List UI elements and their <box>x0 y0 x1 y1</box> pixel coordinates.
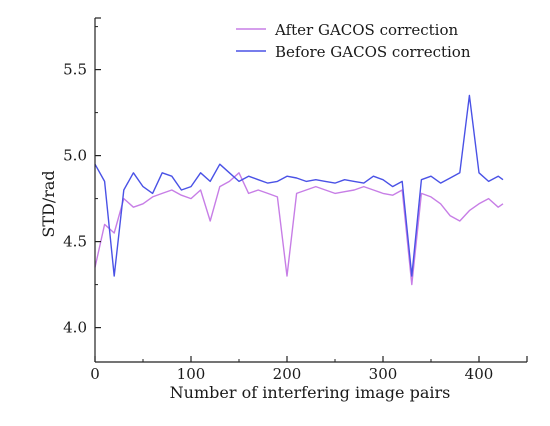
y-tick-label: 4.5 <box>63 233 87 251</box>
legend-label-after: After GACOS correction <box>274 21 459 39</box>
x-ticks: 0 100 200 300 400 <box>90 356 493 383</box>
legend: After GACOS correction Before GACOS corr… <box>236 21 471 61</box>
series-line-after-gacos <box>94 172 504 286</box>
x-tick-label: 300 <box>369 365 398 383</box>
x-tick-label: 0 <box>90 365 100 383</box>
y-tick-label: 5.5 <box>63 61 87 79</box>
y-ticks: 4.0 4.5 5.0 5.5 <box>63 26 101 337</box>
x-tick-label: 400 <box>465 365 494 383</box>
series-layer <box>94 94 504 286</box>
legend-label-before: Before GACOS correction <box>275 43 471 61</box>
x-axis-label: Number of interfering image pairs <box>170 383 451 402</box>
axes <box>94 17 528 363</box>
y-tick-label: 4.0 <box>63 319 87 337</box>
x-tick-label: 100 <box>177 365 206 383</box>
x-tick-label: 200 <box>273 365 302 383</box>
series-line-before-gacos <box>94 94 504 277</box>
y-axis-label: STD/rad <box>39 170 58 237</box>
y-tick-label: 5.0 <box>63 147 87 165</box>
